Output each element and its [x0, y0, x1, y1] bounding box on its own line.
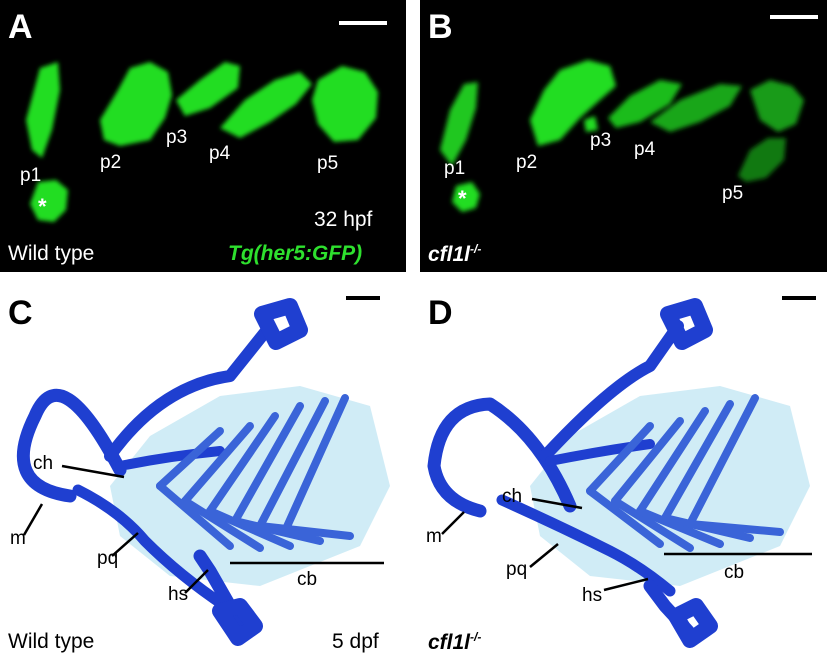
label-p4: p4 — [634, 139, 656, 160]
label-p5: p5 — [722, 183, 744, 204]
genotype-label: cfl1l-/- — [428, 243, 481, 265]
stage-label: 32 hpf — [314, 208, 373, 231]
label-pq: pq — [97, 548, 119, 569]
panel-d-cartilage-image — [427, 296, 816, 648]
panel-d: D ch m pq hs cb cfl1l-/- — [420, 286, 827, 665]
label-hs: hs — [168, 584, 189, 605]
panel-letter: A — [8, 8, 33, 46]
asterisk-marker: * — [458, 186, 467, 211]
label-ch: ch — [502, 486, 523, 507]
panel-b-fluorescence-image — [440, 15, 818, 212]
label-ch: ch — [33, 453, 54, 474]
label-p2: p2 — [516, 152, 538, 173]
label-cb: cb — [297, 569, 318, 590]
genotype-superscript: -/- — [470, 630, 482, 644]
panel-a: A p1 p2 p3 p4 p5 * 32 hpf Wild type Tg(h… — [0, 0, 406, 272]
genotype-base: cfl1l — [428, 243, 471, 266]
genotype-label: Wild type — [8, 630, 95, 653]
label-p3: p3 — [590, 130, 612, 151]
label-cb: cb — [724, 562, 745, 583]
panel-letter: D — [428, 294, 453, 332]
scale-bar — [339, 21, 387, 25]
label-p1: p1 — [20, 165, 42, 186]
genotype-base: cfl1l — [428, 631, 471, 654]
label-pq: pq — [506, 559, 528, 580]
panel-a-fluorescence-image — [26, 21, 387, 222]
genotype-superscript: -/- — [470, 242, 482, 256]
panel-c-cartilage-image — [16, 296, 390, 646]
panel-letter: B — [428, 8, 453, 46]
genotype-label: Wild type — [8, 242, 95, 265]
scale-bar — [770, 15, 818, 19]
label-p2: p2 — [100, 152, 122, 173]
panel-b: B p1 p2 p3 p4 p5 * cfl1l-/- — [420, 0, 827, 272]
scale-bar — [346, 296, 380, 300]
genotype-label: cfl1l-/- — [428, 631, 481, 653]
label-p3: p3 — [166, 127, 188, 148]
label-hs: hs — [582, 585, 603, 606]
label-p4: p4 — [209, 143, 231, 164]
label-p1: p1 — [444, 158, 466, 179]
label-m: m — [10, 528, 26, 549]
panel-c: C ch m pq hs cb Wild type 5 dpf — [0, 286, 406, 665]
stage-label: 5 dpf — [332, 630, 379, 653]
label-m: m — [426, 526, 442, 547]
panel-letter: C — [8, 294, 33, 332]
transgene-label: Tg(her5:GFP) — [228, 242, 363, 265]
scale-bar — [782, 296, 816, 300]
asterisk-marker: * — [38, 194, 47, 219]
label-p5: p5 — [317, 153, 339, 174]
